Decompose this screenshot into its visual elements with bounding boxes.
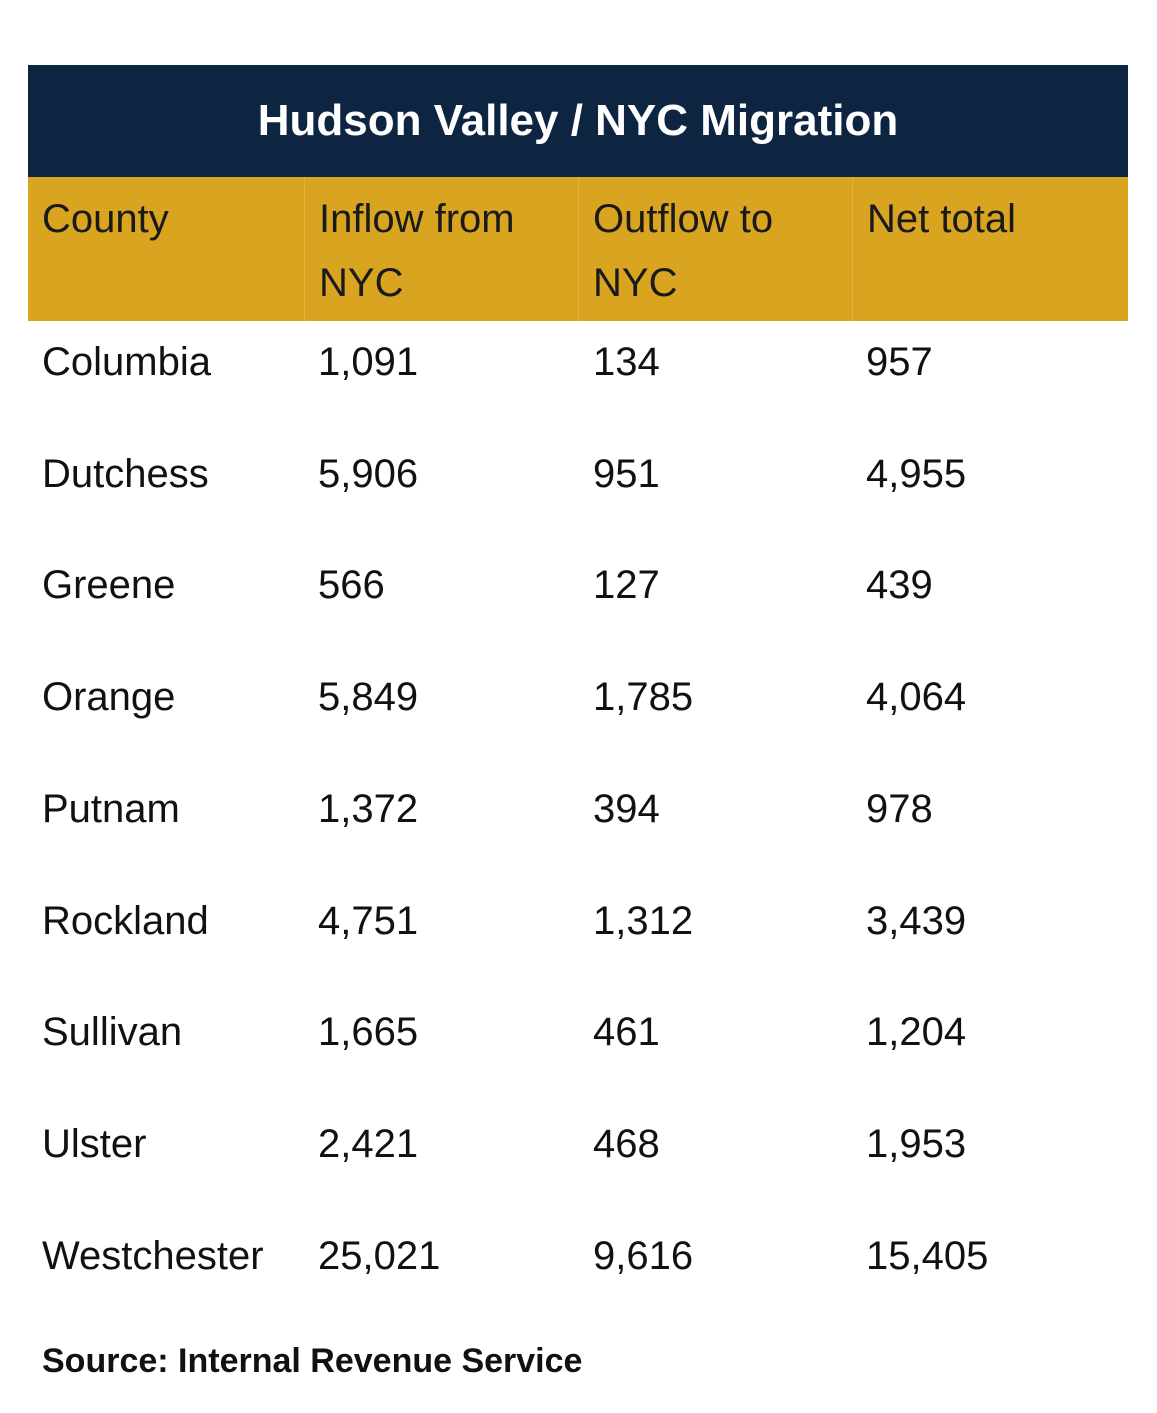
number-cell: 134: [593, 340, 660, 384]
column-header: Net total: [852, 177, 1128, 321]
number-cell: 1,665: [318, 1010, 419, 1055]
county-cell: Columbia: [42, 340, 211, 384]
number-cell: 461: [593, 1010, 660, 1055]
number-cell: 4,751: [318, 898, 419, 943]
column-header: Outflow to NYC: [578, 177, 852, 321]
county-cell: Westchester: [42, 1233, 264, 1278]
county-cell: Ulster: [42, 1121, 147, 1166]
number-cell: 951: [593, 451, 660, 496]
number-cell: 9,616: [593, 1233, 694, 1278]
county-cell: Rockland: [42, 898, 209, 943]
number-cell: 2,421: [318, 1121, 419, 1166]
number-cell: 468: [593, 1121, 660, 1166]
column-header: County: [42, 197, 169, 241]
number-cell: 15,405: [866, 1233, 989, 1278]
number-cell: 3,439: [866, 898, 967, 943]
number-cell: 978: [866, 786, 933, 831]
number-cell: 1,785: [593, 675, 694, 720]
number-cell: 5,906: [318, 451, 419, 496]
number-cell: 1,372: [318, 786, 419, 831]
number-cell: 1,091: [318, 340, 419, 384]
source: Source: Internal Revenue Service: [42, 1342, 583, 1380]
column-header: Inflow from NYC: [304, 177, 554, 321]
county-cell: Dutchess: [42, 451, 209, 496]
title: Hudson Valley / NYC Migration: [28, 65, 1128, 177]
number-cell: 5,849: [318, 675, 419, 720]
county-cell: Orange: [42, 675, 176, 720]
number-cell: 957: [866, 340, 933, 384]
number-cell: 394: [593, 786, 660, 831]
number-cell: 1,953: [866, 1121, 967, 1166]
number-cell: 127: [593, 563, 660, 608]
county-cell: Greene: [42, 563, 176, 608]
number-cell: 1,312: [593, 898, 694, 943]
county-cell: Sullivan: [42, 1010, 183, 1055]
number-cell: 566: [318, 563, 385, 608]
header-row: County Inflow from NYC Outflow to NYC Net t…: [28, 177, 1128, 321]
number-cell: 439: [866, 563, 933, 608]
county-cell: Putnam: [42, 786, 180, 831]
number-cell: 25,021: [318, 1233, 441, 1278]
number-cell: 1,204: [866, 1010, 967, 1055]
number-cell: 4,064: [866, 675, 967, 720]
number-cell: 4,955: [866, 451, 967, 496]
